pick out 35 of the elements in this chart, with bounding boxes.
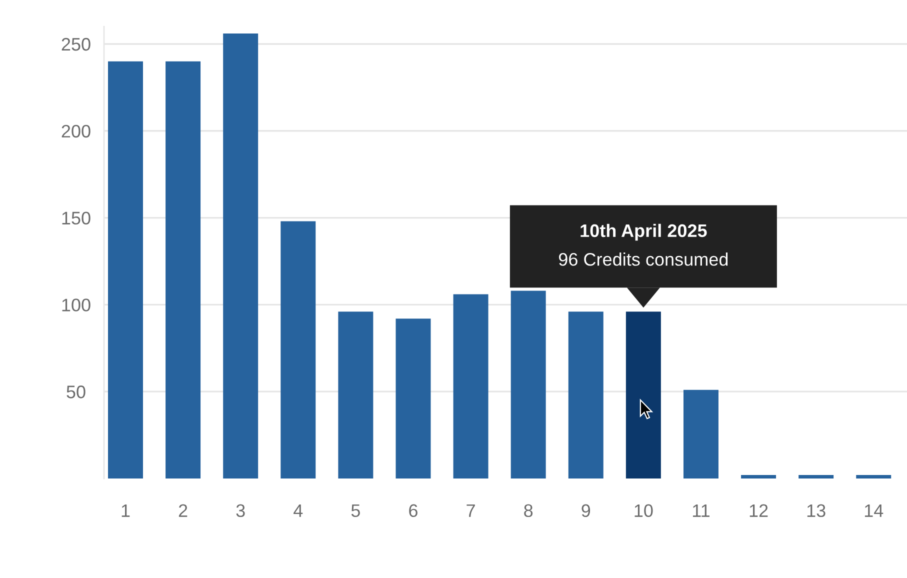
bar xyxy=(568,312,604,478)
bar xyxy=(223,34,258,478)
bar xyxy=(453,294,488,478)
bar xyxy=(166,61,201,478)
annotation: 10th April 2025 xyxy=(580,224,707,241)
y-tick-label: 150 xyxy=(62,212,90,225)
y-tick-label: 250 xyxy=(62,38,90,51)
x-tick-label: 11 xyxy=(692,504,710,517)
y-tick-label: 100 xyxy=(62,298,90,312)
x-tick-label: 6 xyxy=(409,504,418,518)
y-tick-label: 200 xyxy=(62,124,90,138)
x-tick-label: 14 xyxy=(864,504,884,517)
x-tick-label: 4 xyxy=(294,504,303,517)
bar xyxy=(108,61,143,478)
x-tick-label: 12 xyxy=(750,504,768,517)
bar xyxy=(683,390,718,478)
x-tick-label: 1 xyxy=(122,504,130,517)
bar xyxy=(510,290,546,478)
x-tick-label: 5 xyxy=(351,504,360,518)
y-tick-label: 50 xyxy=(66,386,86,398)
x-tick-label: 9 xyxy=(582,504,590,518)
x-tick-label: 2 xyxy=(178,504,188,517)
annotation: 96 Credits consumed xyxy=(558,252,728,266)
bar xyxy=(280,221,316,478)
bar xyxy=(798,475,834,478)
bar xyxy=(856,475,892,478)
bar xyxy=(396,318,431,478)
x-tick-label: 7 xyxy=(466,504,475,517)
x-tick-label: 3 xyxy=(236,504,245,518)
bar xyxy=(626,312,661,478)
x-tick-label: 8 xyxy=(524,504,533,518)
x-tick-label: 10 xyxy=(634,504,653,518)
bar xyxy=(741,475,776,478)
x-tick-label: 13 xyxy=(807,504,826,518)
bar xyxy=(338,312,374,478)
